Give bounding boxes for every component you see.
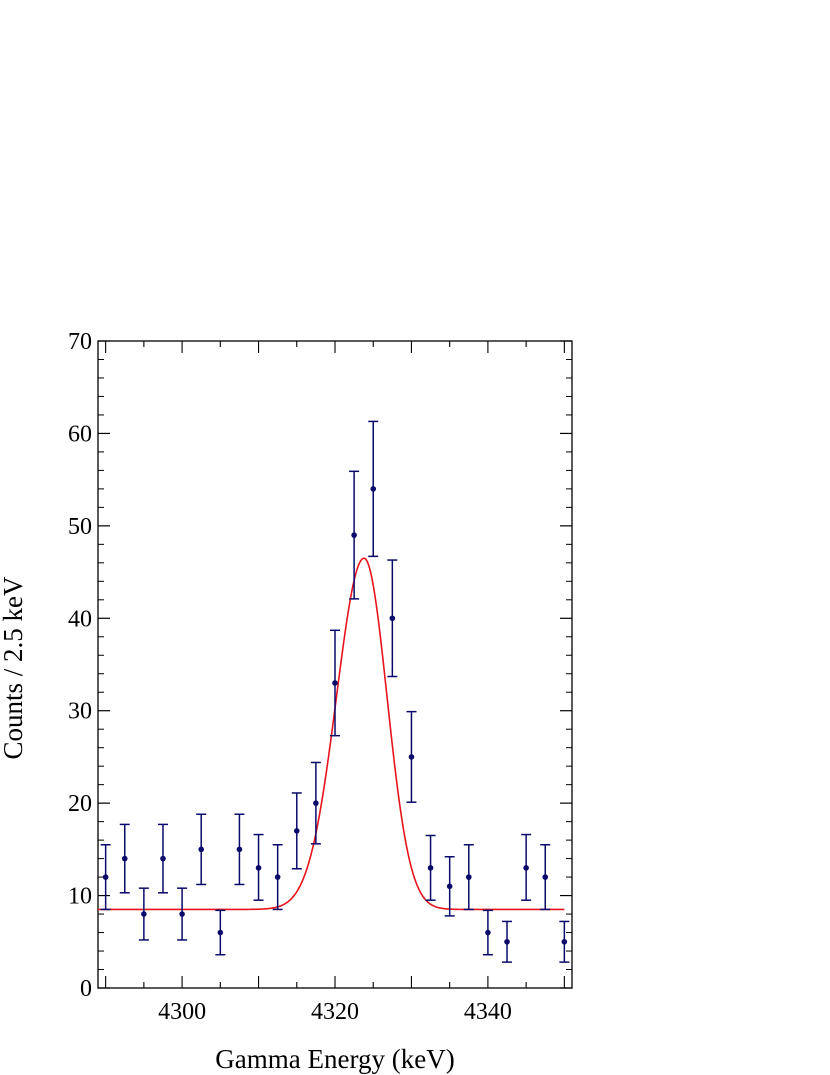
data-point: [121, 855, 128, 862]
fit-curve: [98, 557, 565, 911]
data-point: [255, 865, 262, 871]
data-point: [485, 929, 491, 936]
data-point: [389, 615, 396, 622]
y-tick-label: 50: [68, 514, 92, 540]
y-tick-label: 20: [68, 791, 92, 817]
data-point: [427, 865, 434, 871]
fit-layer: [98, 557, 565, 911]
data-point: [236, 846, 243, 853]
data-point: [141, 911, 147, 917]
data-point: [274, 874, 281, 880]
data-point: [293, 828, 300, 834]
y-tick-label: 60: [68, 421, 92, 447]
y-tick-label: 40: [68, 606, 92, 632]
data-point: [542, 874, 549, 880]
y-axis-ticks: 0 10 20 30 40 50 60 70: [68, 329, 572, 1002]
y-tick-label: 10: [68, 884, 92, 910]
x-tick-label: 4340: [464, 999, 512, 1025]
x-axis-ticks: 4300 4320 4340: [105, 341, 565, 1025]
data-point: [217, 929, 224, 936]
y-tick-label: 30: [68, 699, 92, 725]
data-point: [523, 865, 529, 871]
data-point: [465, 874, 472, 880]
data-point: [198, 846, 205, 853]
data-point: [102, 874, 109, 880]
x-tick-label: 4320: [311, 999, 359, 1025]
data-point: [179, 911, 185, 917]
data-point: [561, 938, 568, 945]
data-point: [370, 486, 377, 492]
x-tick-label: 4300: [158, 999, 206, 1025]
y-tick-label: 0: [80, 976, 92, 1002]
data-point: [160, 855, 166, 862]
data-point: [351, 532, 357, 538]
data-point: [504, 938, 510, 945]
data-point: [408, 754, 415, 760]
data-point: [313, 800, 319, 806]
y-tick-label: 70: [68, 329, 92, 355]
data-point: [446, 883, 453, 890]
data-point: [332, 680, 338, 686]
data-points-layer: [100, 420, 570, 963]
y-axis-label: Counts / 2.5 keV: [0, 576, 28, 760]
x-axis-label: Gamma Energy (keV): [215, 1044, 454, 1074]
